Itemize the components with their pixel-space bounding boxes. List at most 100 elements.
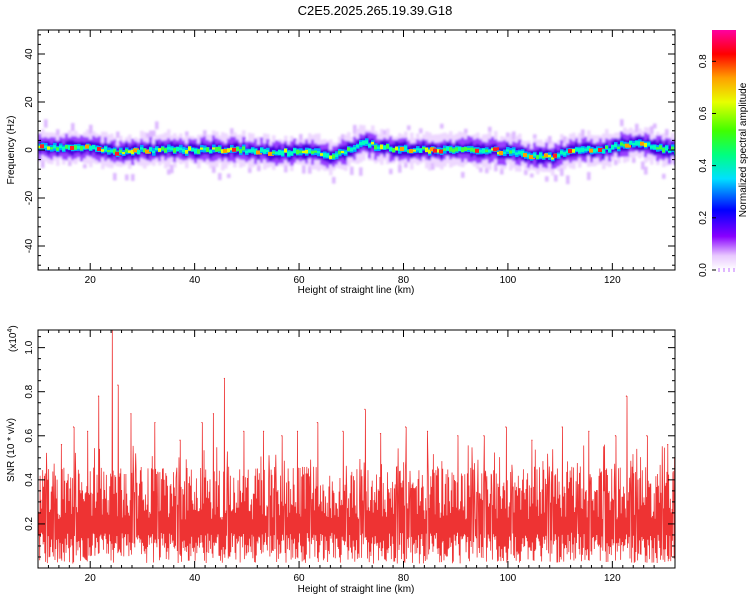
colorbar-gradient — [712, 30, 736, 270]
spectrogram-cell — [593, 149, 596, 153]
spectrogram-cell — [566, 175, 570, 185]
spectrogram-cell — [560, 168, 564, 176]
spectrogram-cell — [578, 148, 581, 153]
spectrogram-cell — [581, 129, 585, 138]
spectrogram-cell — [326, 153, 329, 158]
spectrogram-cell — [50, 147, 53, 150]
spectrogram-cell — [212, 147, 215, 150]
spectrogram-cell — [422, 147, 425, 150]
spectrogram-peak-cell — [553, 153, 559, 158]
snr-x-tick-label: 60 — [294, 573, 306, 584]
spectrogram-cell — [455, 147, 458, 152]
snr-peak-point — [364, 408, 366, 410]
spectrogram-cell — [413, 149, 416, 152]
spectrogram-peak-cell — [568, 149, 574, 154]
snr-panel: 20 40 60 80 100 120 0.2 0.4 0.6 0.8 1.0 Height of … — [6, 325, 676, 595]
snr-ticks: 20 40 60 80 100 120 0.2 0.4 0.6 0.8 1.0 — [24, 330, 675, 584]
spectrogram-cell — [506, 149, 509, 152]
spectrogram-cell — [419, 128, 423, 134]
spectrogram-cell — [44, 119, 48, 128]
spectrogram-cell — [332, 154, 335, 159]
snr-peak-point — [72, 426, 75, 428]
spectrogram-cell — [179, 147, 182, 151]
spectrogram-cell — [614, 143, 617, 148]
spectrogram-cell — [632, 142, 635, 146]
snr-x-tick-label: 20 — [85, 573, 97, 584]
spectrogram-cell — [479, 167, 483, 173]
spectrogram-cell — [548, 154, 551, 158]
spectrogram-x-tick-label: 40 — [189, 275, 201, 286]
spectrogram-cell — [389, 168, 393, 175]
spectrogram-cell — [521, 151, 524, 156]
spectrogram-cell — [443, 148, 446, 151]
spectrogram-cell — [563, 136, 567, 143]
snr-peak-point — [130, 413, 132, 415]
snr-peak-point — [457, 435, 459, 437]
spectrogram-cell — [239, 149, 242, 154]
spectrogram-cell — [275, 152, 278, 155]
spectrogram-cell — [509, 150, 512, 154]
spectrogram-core — [38, 138, 675, 162]
spectrogram-cell — [662, 173, 666, 179]
spectrogram-cell — [662, 147, 665, 153]
spectrogram-peak-cell — [40, 144, 46, 149]
spectrogram-cell — [314, 150, 317, 153]
spectrogram-cell — [428, 149, 431, 154]
snr-y-tick-label: 0.2 — [24, 517, 35, 531]
spectrogram-cell — [167, 146, 170, 150]
spectrogram-cell — [461, 171, 465, 178]
spectrogram-cell — [653, 123, 657, 129]
snr-peak-point — [404, 426, 407, 428]
spectrogram-cell — [281, 150, 284, 156]
spectrogram-cell — [251, 148, 254, 153]
snr-peak-point — [87, 430, 89, 432]
spectrogram-cell — [572, 149, 575, 153]
spectrogram-x-tick-label: 20 — [85, 275, 97, 286]
spectrogram-peak-cell — [223, 148, 229, 153]
spectrogram-peak-cell — [544, 153, 550, 158]
spectrogram-cell — [437, 149, 440, 153]
spectrogram-cell — [83, 164, 87, 169]
spectrogram-cell — [557, 154, 560, 158]
spectrogram-cell — [485, 149, 488, 153]
spectrogram-cell — [284, 165, 288, 173]
snr-peak-point — [505, 426, 507, 428]
spectrogram-cell — [542, 155, 545, 159]
spectrogram-cell — [290, 151, 293, 156]
spectrogram-x-tick-label: 100 — [500, 275, 517, 286]
spectrogram-cell — [140, 147, 143, 150]
spectrogram-cell — [488, 126, 492, 132]
spectrogram-cell — [563, 152, 566, 156]
spectrogram-cell — [305, 149, 308, 154]
spectrogram-cell — [293, 148, 296, 153]
spectrogram-cell — [206, 147, 209, 152]
snr-peak-point — [561, 426, 563, 428]
spectrogram-cell — [659, 145, 662, 150]
spectrogram-cell — [182, 148, 185, 153]
spectrogram-cell — [170, 147, 173, 151]
spectrogram-cell — [395, 146, 398, 151]
spectrogram-x-tick-label: 60 — [294, 275, 306, 286]
spectrogram-cell — [365, 140, 368, 144]
spectrogram-peak-cell — [493, 147, 499, 152]
spectrogram-cell — [350, 148, 353, 152]
spectrogram-cell — [149, 130, 153, 139]
spectrogram-cell — [497, 151, 500, 155]
colorbar: 0.0 0.2 0.4 0.6 0.8 Normalized spectral ampl… — [698, 30, 749, 277]
spectrogram-cell — [248, 149, 251, 153]
spectrogram-cell — [296, 149, 299, 155]
snr-peak-point — [342, 430, 344, 432]
spectrogram-cell — [503, 151, 506, 154]
spectrogram-cell — [347, 147, 350, 152]
spectrogram-cell — [266, 149, 269, 153]
snr-peak-point — [667, 443, 669, 446]
spectrogram-cell — [101, 149, 104, 152]
spectrogram-cell — [587, 171, 591, 181]
colorbar-label: Normalized spectral amplitude — [738, 82, 749, 217]
spectrogram-peak-cell — [409, 149, 415, 154]
spectrogram-peak-cell — [70, 145, 76, 150]
snr-peak-point — [379, 432, 382, 435]
spectrogram-panel: 20 40 60 80 100 120 -40 -20 0 20 40 Height of stra… — [6, 29, 676, 296]
spectrogram-cell — [185, 131, 189, 136]
spectrogram-cell — [620, 142, 623, 146]
